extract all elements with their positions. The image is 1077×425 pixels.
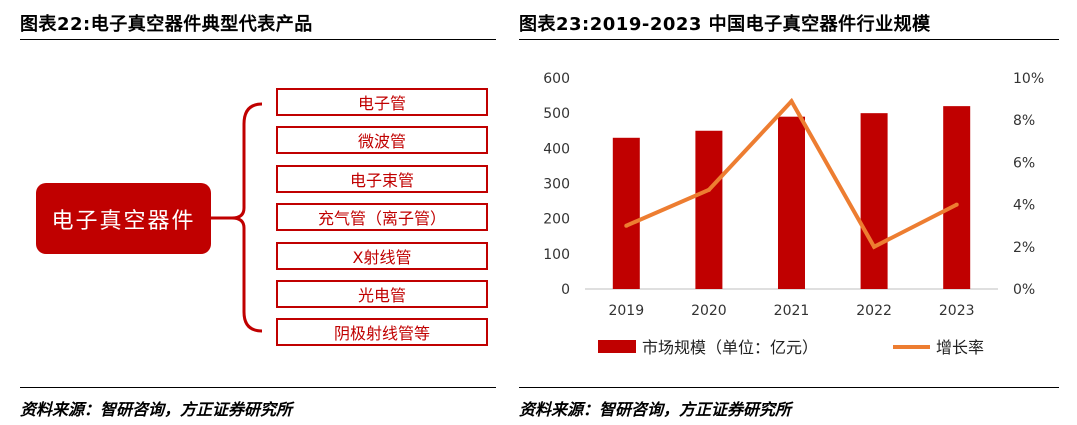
product-box-3: 电子束管 bbox=[276, 165, 488, 193]
main-category-box: 电子真空器件 bbox=[36, 183, 211, 254]
product-label-1: 电子管 bbox=[357, 94, 406, 113]
y-right-tick-label: 10% bbox=[1013, 71, 1044, 87]
growth-rate-point-2020 bbox=[706, 187, 711, 192]
right-title-rule bbox=[519, 39, 1059, 40]
product-label-5: X射线管 bbox=[352, 248, 412, 267]
legend-swatch-bar bbox=[598, 340, 636, 353]
right-source-text: 资料来源：智研咨询，方正证券研究所 bbox=[519, 400, 792, 419]
x-tick-label: 2022 bbox=[856, 303, 892, 319]
product-label-3: 电子束管 bbox=[349, 171, 414, 190]
y-left-tick-label: 300 bbox=[543, 177, 570, 193]
right-panel-title: 图表23:2019-2023 中国电子真空器件行业规模 bbox=[519, 14, 931, 35]
left-title-rule bbox=[20, 39, 496, 40]
y-left-tick-label: 400 bbox=[543, 141, 570, 157]
growth-rate-point-2019 bbox=[624, 223, 629, 228]
x-tick-label: 2020 bbox=[691, 303, 727, 319]
product-label-7: 阴极射线管等 bbox=[333, 324, 430, 343]
product-label-2: 微波管 bbox=[357, 132, 406, 151]
y-left-tick-label: 500 bbox=[543, 106, 570, 122]
y-left-tick-label: 600 bbox=[543, 71, 570, 87]
product-box-4: 充气管（离子管） bbox=[276, 203, 488, 231]
y-left-tick-label: 100 bbox=[543, 247, 570, 263]
x-tick-label: 2021 bbox=[774, 303, 810, 319]
bar-2022 bbox=[860, 113, 888, 290]
bar-2021 bbox=[778, 116, 805, 289]
bar-2023 bbox=[943, 106, 971, 289]
bar-2019 bbox=[612, 137, 640, 289]
right-source-rule bbox=[519, 387, 1059, 388]
y-right-tick-label: 0% bbox=[1013, 282, 1035, 298]
left-panel-title: 图表22:电子真空器件典型代表产品 bbox=[20, 14, 313, 35]
legend-label-bar: 市场规模（单位：亿元） bbox=[642, 338, 818, 357]
y-left-tick-label: 200 bbox=[543, 212, 570, 228]
y-left-tick-label: 0 bbox=[561, 282, 570, 298]
growth-rate-point-2022 bbox=[872, 244, 877, 249]
product-box-1: 电子管 bbox=[276, 88, 488, 116]
product-label-4: 充气管（离子管） bbox=[317, 209, 446, 228]
product-box-6: 光电管 bbox=[276, 280, 488, 308]
market-size-chart: 0 100 200 300 400 500 600 0% 2% 4% 6% 8% 10% 2019 2020… bbox=[543, 71, 1044, 357]
product-box-2: 微波管 bbox=[276, 126, 488, 154]
left-source-rule bbox=[20, 387, 496, 388]
product-label-6: 光电管 bbox=[357, 286, 406, 305]
y-right-tick-label: 6% bbox=[1013, 155, 1035, 171]
x-tick-label: 2023 bbox=[939, 303, 975, 319]
x-tick-label: 2019 bbox=[608, 303, 644, 319]
legend-label-line: 增长率 bbox=[936, 338, 984, 357]
bar-2020 bbox=[695, 130, 723, 289]
brace-connector bbox=[211, 102, 263, 333]
y-right-tick-label: 8% bbox=[1013, 113, 1035, 129]
main-category-label: 电子真空器件 bbox=[51, 208, 196, 234]
y-right-tick-label: 2% bbox=[1013, 240, 1035, 256]
growth-rate-point-2023 bbox=[954, 202, 959, 207]
left-source-text: 资料来源：智研咨询，方正证券研究所 bbox=[20, 400, 293, 419]
product-box-7: 阴极射线管等 bbox=[276, 318, 488, 346]
growth-rate-point-2021 bbox=[789, 99, 794, 104]
y-right-tick-label: 4% bbox=[1013, 198, 1035, 214]
product-box-5: X射线管 bbox=[276, 242, 488, 270]
